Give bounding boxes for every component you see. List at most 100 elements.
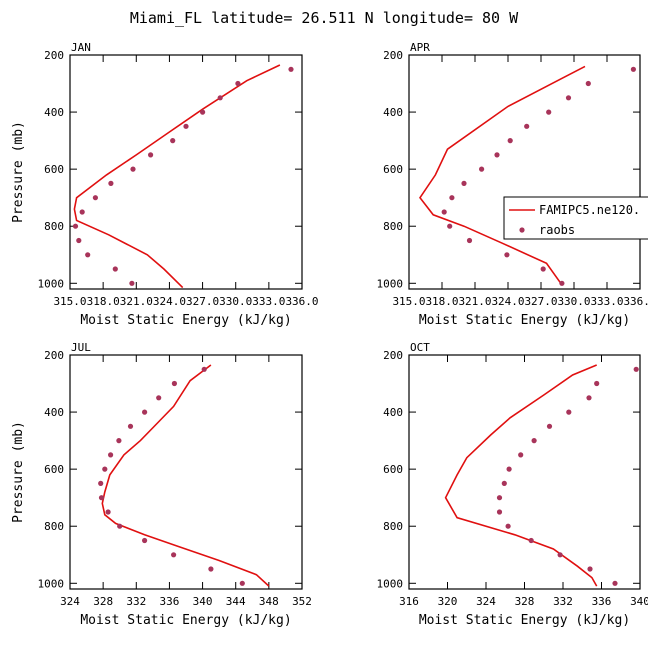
obs-point bbox=[112, 266, 118, 272]
obs-point bbox=[148, 152, 154, 158]
obs-point bbox=[449, 195, 455, 201]
panel-label: OCT bbox=[410, 341, 430, 354]
legend-box bbox=[503, 196, 648, 240]
obs-point bbox=[496, 509, 503, 515]
obs-point bbox=[72, 223, 79, 229]
x-tick-label: 316 bbox=[399, 595, 419, 608]
x-tick-label: 340 bbox=[193, 595, 213, 608]
plot-frame bbox=[408, 354, 641, 590]
x-tick-label: 315.0 bbox=[392, 295, 425, 308]
y-tick-label: 600 bbox=[44, 163, 64, 176]
obs-point bbox=[633, 366, 639, 372]
y-tick-label: 600 bbox=[383, 163, 403, 176]
obs-point bbox=[76, 237, 82, 244]
x-tick-label: 336.0 bbox=[285, 295, 318, 308]
obs-point bbox=[171, 380, 177, 387]
y-tick-label: 800 bbox=[383, 220, 403, 233]
obs-point bbox=[142, 409, 148, 415]
y-axis-label: Pressure (mb) bbox=[11, 421, 26, 523]
obs-point bbox=[501, 480, 507, 486]
obs-point bbox=[612, 580, 618, 586]
x-tick-label: 340 bbox=[630, 595, 648, 608]
y-tick-label: 400 bbox=[44, 106, 64, 119]
y-tick-label: 400 bbox=[44, 406, 64, 419]
obs-point bbox=[479, 166, 485, 172]
obs-point bbox=[540, 266, 546, 272]
obs-point bbox=[505, 523, 511, 529]
y-tick-label: 200 bbox=[44, 49, 64, 62]
panel-jan: 315.0 318.0 321.0 324.0 327.0 330.0 333.0 336.0… bbox=[11, 41, 319, 328]
x-axis-label: Moist Static Energy (kJ/kg) bbox=[80, 613, 291, 628]
obs-point bbox=[594, 380, 600, 387]
obs-point bbox=[559, 280, 565, 286]
legend-label-model: FAMIPC5.ne120. bbox=[539, 203, 640, 217]
x-tick-label: 332 bbox=[126, 595, 146, 608]
x-tick-label: 352 bbox=[292, 595, 312, 608]
obs-point bbox=[79, 209, 85, 215]
obs-point bbox=[200, 109, 206, 115]
obs-point bbox=[461, 180, 467, 186]
obs-point bbox=[496, 495, 503, 501]
x-tick-label: 330.0 bbox=[557, 295, 590, 308]
panel-apr: 315.0318.0321.0324.0327.0330.0333.0336.0… bbox=[377, 41, 648, 328]
legend: FAMIPC5.ne120. raobs bbox=[503, 196, 648, 240]
y-tick-label: 1000 bbox=[38, 277, 65, 290]
obs-point bbox=[98, 480, 104, 486]
series-line-model bbox=[419, 65, 586, 284]
x-axis-label: Moist Static Energy (kJ/kg) bbox=[419, 613, 630, 628]
x-tick-label: 321.0 bbox=[120, 295, 153, 308]
y-tick-label: 200 bbox=[383, 349, 403, 362]
y-tick-label: 400 bbox=[383, 106, 403, 119]
obs-point bbox=[288, 66, 294, 72]
x-tick-label: 328 bbox=[515, 595, 535, 608]
y-tick-label: 800 bbox=[44, 520, 64, 533]
y-tick-label: 600 bbox=[383, 463, 403, 476]
panel-oct: 316 320 324 328 332 336 340 200 400 600 800 1000 OCT… bbox=[377, 341, 648, 628]
obs-point bbox=[565, 95, 572, 101]
obs-point bbox=[506, 466, 512, 472]
x-tick-label: 324.0 bbox=[491, 295, 524, 308]
x-tick-label: 320 bbox=[438, 595, 458, 608]
obs-point bbox=[117, 523, 123, 529]
legend-dot-swatch bbox=[519, 227, 525, 233]
y-tick-label: 1000 bbox=[377, 577, 404, 590]
obs-point bbox=[217, 95, 223, 101]
series-line-model bbox=[73, 64, 281, 289]
x-tick-label: 336 bbox=[592, 595, 612, 608]
obs-point bbox=[85, 252, 91, 258]
x-tick-label: 324.0 bbox=[153, 295, 186, 308]
x-tick-label: 318.0 bbox=[425, 295, 458, 308]
y-axis-label: Pressure (mb) bbox=[11, 121, 26, 223]
obs-point bbox=[142, 537, 148, 544]
obs-point bbox=[201, 366, 207, 372]
x-tick-label: 333.0 bbox=[590, 295, 623, 308]
obs-point bbox=[183, 123, 189, 129]
y-tick-label: 400 bbox=[383, 406, 403, 419]
x-tick-label: 336.0 bbox=[623, 295, 648, 308]
obs-point bbox=[108, 452, 114, 458]
obs-point bbox=[235, 80, 241, 87]
obs-point bbox=[557, 552, 563, 558]
plot-frame bbox=[69, 354, 303, 590]
panel-label: APR bbox=[410, 41, 430, 54]
obs-point bbox=[98, 495, 105, 501]
x-tick-label: 324 bbox=[476, 595, 496, 608]
obs-point bbox=[441, 209, 447, 215]
obs-point bbox=[566, 409, 572, 415]
obs-point bbox=[116, 438, 122, 444]
x-axis-label: Moist Static Energy (kJ/kg) bbox=[419, 313, 630, 328]
legend-label-obs: raobs bbox=[539, 223, 575, 237]
x-tick-label: 336 bbox=[159, 595, 179, 608]
y-tick-label: 800 bbox=[383, 520, 403, 533]
x-tick-label: 324 bbox=[60, 595, 80, 608]
obs-point bbox=[102, 466, 108, 472]
obs-point bbox=[208, 566, 214, 572]
x-tick-label: 327.0 bbox=[524, 295, 557, 308]
y-tick-label: 800 bbox=[44, 220, 64, 233]
plot-frame bbox=[408, 54, 641, 290]
x-tick-label: 330.0 bbox=[219, 295, 252, 308]
obs-point bbox=[630, 66, 637, 72]
obs-point bbox=[586, 395, 592, 401]
obs-point bbox=[239, 580, 245, 586]
series-line-model bbox=[101, 364, 270, 587]
